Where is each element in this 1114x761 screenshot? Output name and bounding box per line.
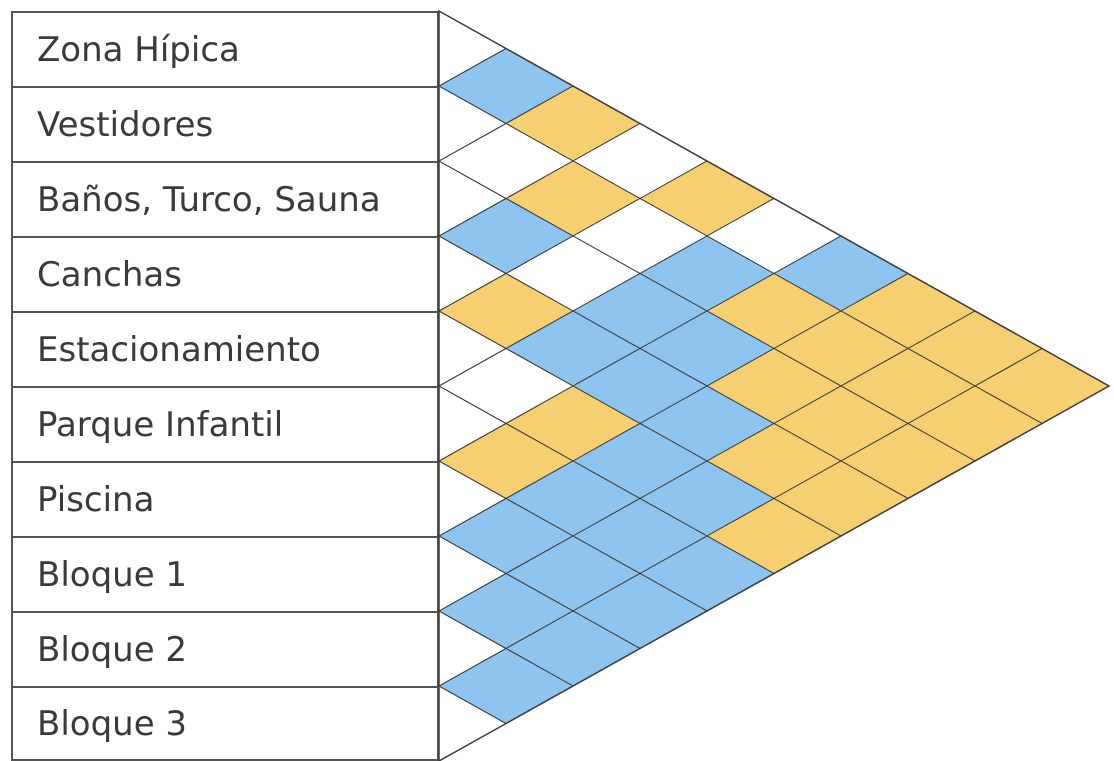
row-label: Canchas bbox=[11, 236, 439, 311]
matrix-outline bbox=[438, 9, 1111, 761]
row-label: Parque Infantil bbox=[11, 386, 439, 461]
row-label: Zona Hípica bbox=[11, 11, 439, 86]
row-label: Estacionamiento bbox=[11, 311, 439, 386]
row-label: Baños, Turco, Sauna bbox=[11, 161, 439, 236]
row-label: Vestidores bbox=[11, 86, 439, 161]
row-label: Bloque 1 bbox=[11, 536, 439, 611]
row-label: Bloque 3 bbox=[11, 686, 439, 761]
row-labels: Zona Hípica Vestidores Baños, Turco, Sauna… bbox=[11, 11, 439, 761]
row-label: Piscina bbox=[11, 461, 439, 536]
row-label: Bloque 2 bbox=[11, 611, 439, 686]
